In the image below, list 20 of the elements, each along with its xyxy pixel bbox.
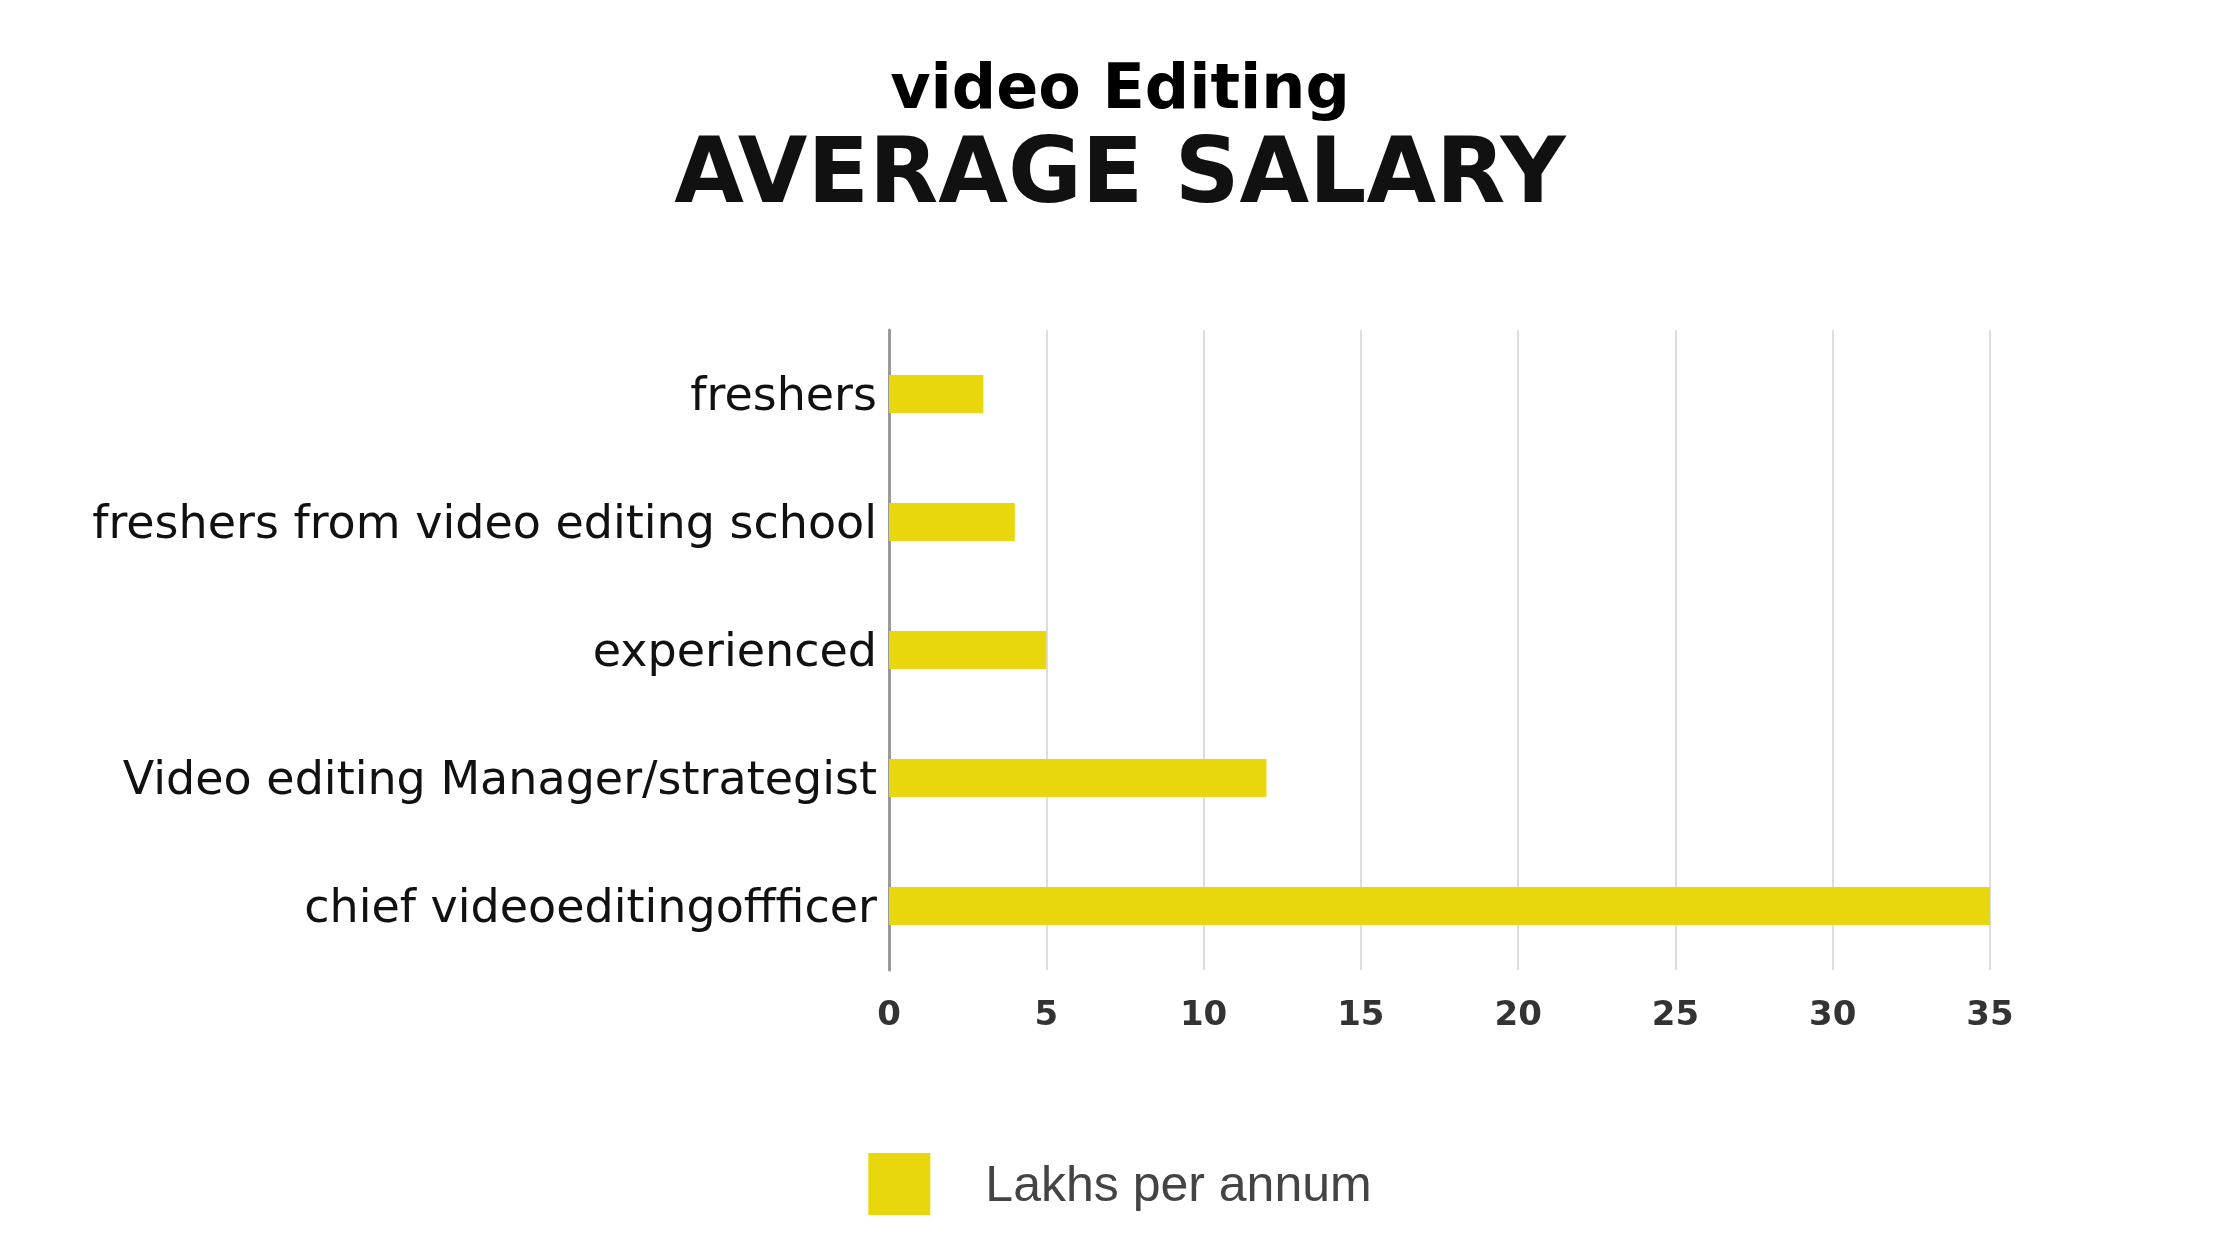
x-tick-label: 0 [877,993,901,1033]
y-tick-label: freshers from video editing school [92,495,877,549]
bar [889,887,1990,925]
bar [889,375,984,413]
bar [889,631,1047,669]
x-tick-label: 35 [1966,993,2014,1033]
x-tick-label: 10 [1179,993,1228,1033]
y-tick-label: freshers [690,367,877,421]
x-tick-label: 25 [1651,993,1700,1033]
chart-title: video Editing [890,49,1350,123]
legend-label: Lakhs per annum [985,1156,1372,1212]
bar [889,759,1267,797]
y-tick-label: Video editing Manager/strategist [122,751,877,805]
x-tick-label: 20 [1494,993,1542,1033]
x-tick-label: 30 [1809,993,1857,1033]
y-tick-label: experienced [592,623,877,677]
bar [889,503,1015,541]
x-tick-label: 5 [1034,993,1059,1033]
x-tick-label: 15 [1337,993,1385,1033]
y-tick-label: chief videoeditingoffficer [304,879,878,933]
